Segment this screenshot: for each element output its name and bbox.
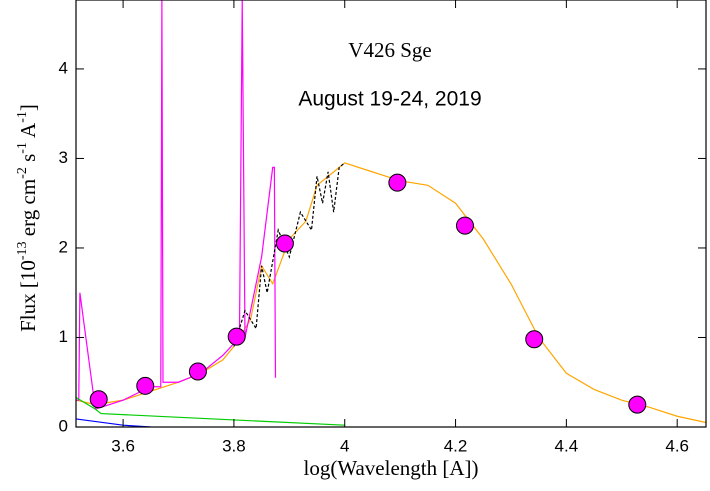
y-label-superscript: -1 <box>15 142 30 154</box>
x-tick-label: 4.6 <box>665 436 689 455</box>
photometry-point <box>525 330 544 349</box>
photometry-point <box>455 216 474 235</box>
spectrum-line <box>76 396 345 426</box>
y-label-part: A <box>16 122 40 142</box>
photometry-point <box>136 376 155 395</box>
y-tick-label: 1 <box>59 327 68 346</box>
y-tick-label: 4 <box>59 58 68 77</box>
chart-subtitle: August 19-24, 2019 <box>298 88 481 111</box>
y-label-superscript: -13 <box>15 241 30 260</box>
y-label-superscript: -2 <box>15 167 30 179</box>
spectrum-line <box>76 162 706 424</box>
y-axis-label: Flux [10-13 erg cm-2 s-1 A-1] <box>15 104 40 332</box>
photometry-point <box>628 395 647 414</box>
y-tick-label: 0 <box>59 416 68 435</box>
y-label-part: ] <box>16 104 40 111</box>
y-label-superscript: -1 <box>15 111 30 123</box>
photometry-point <box>188 362 207 381</box>
y-tick-label: 3 <box>59 148 68 167</box>
spectrum-line <box>76 418 151 427</box>
spectrum-line <box>233 162 346 347</box>
x-tick-label: 3.8 <box>222 436 246 455</box>
plot-area <box>76 0 706 427</box>
photometry-point <box>275 234 294 253</box>
chart-title: V426 Sge <box>348 38 431 62</box>
photometry-point <box>388 173 407 192</box>
photometry-point <box>89 390 108 409</box>
spectrum-line <box>76 0 277 410</box>
x-tick-label: 3.6 <box>111 436 135 455</box>
plot-frame <box>75 0 707 428</box>
x-tick-label: 4.4 <box>555 436 579 455</box>
photometry-point <box>227 327 246 346</box>
x-axis-label: log(Wavelength [A]) <box>304 456 479 480</box>
x-tick-label: 4 <box>340 436 349 455</box>
x-tick-label: 4.2 <box>444 436 468 455</box>
y-label-part: Flux [10 <box>16 260 40 332</box>
y-label-part: s <box>16 154 40 167</box>
y-tick-label: 2 <box>59 237 68 256</box>
y-label-part: erg cm <box>16 179 40 242</box>
